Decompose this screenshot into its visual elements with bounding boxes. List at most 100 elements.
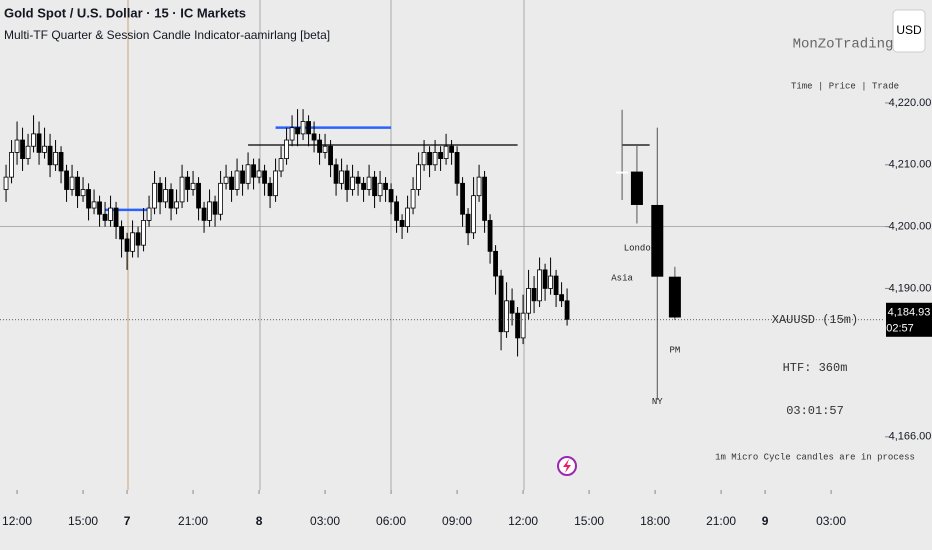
candle-body [102,213,108,221]
indicator-name: Multi-TF Quarter & Session Candle Indica… [4,28,330,42]
candle-body [240,170,245,184]
x-tick-label: 9 [762,514,769,528]
candle-body [273,170,278,197]
candle-body [229,176,234,190]
candle-body [405,207,410,228]
x-tick-label: 03:00 [816,514,846,528]
panel-menu[interactable]: Time | Price | Trade [791,81,899,91]
x-tick-label: 12:00 [2,514,32,528]
candle-body [498,275,504,333]
candle-body [152,182,157,209]
candle-body [174,201,179,209]
x-tick-label: 03:00 [310,514,340,528]
candle-body [361,182,366,190]
candle-body [86,189,91,209]
candle-body [201,207,207,221]
chart-title: Gold Spot / U.S. Dollar · 15 · IC Market… [4,5,246,20]
x-tick-label: 18:00 [640,514,670,528]
countdown-label: 02:57 [886,323,914,335]
candle-body [295,127,300,135]
candle-body [553,275,559,296]
candle-body [350,176,355,190]
currency-button[interactable] [892,9,926,53]
candle-body [75,176,80,197]
candle-body [185,176,190,190]
candle-body [251,164,256,178]
status-label: 1m Micro Cycle candles are in process [715,452,915,462]
candle-body [460,182,465,215]
candle-body [317,139,322,153]
candle-body [124,238,130,252]
candle-body [355,176,361,184]
candle-body [163,189,168,203]
y-tick-label: 4,220.00 [889,97,932,109]
candle-body [306,121,311,135]
candle-body [383,182,388,190]
candle-body [465,213,471,234]
alert-icon[interactable] [557,456,577,476]
candle-body [515,312,520,339]
candle-body [130,232,135,252]
candle-body [141,220,146,246]
session-body [630,171,643,205]
candle-body [97,201,102,215]
y-tick-label: 4,190.00 [889,282,932,294]
x-tick-label: 15:00 [68,514,98,528]
candle-body [212,201,218,215]
candle-body [14,139,20,153]
session-label: PM [669,345,680,355]
candle-body [394,201,399,221]
candle-body [91,201,97,209]
candle-body [333,164,339,184]
candle-body [262,170,267,184]
candle-body [289,127,295,141]
brand: MonZoTrading [793,37,894,53]
candle-body [509,300,515,314]
candle-body [157,182,163,203]
candle-body [454,152,460,184]
candle-body [564,300,570,320]
candle-body [438,152,443,159]
y-tick-label: 4,210.00 [889,159,932,171]
x-tick-label: 15:00 [574,514,604,528]
x-tick-label: 8 [256,514,263,528]
alert-bolt[interactable] [563,459,571,473]
session-body [651,204,664,277]
candle-body [366,176,372,190]
candle-body [339,170,344,184]
htf-label: HTF: 360m [783,361,848,375]
candle-body [179,176,185,203]
y-tick-label: 4,166.00 [889,431,932,443]
candle-body [135,232,141,246]
candle-body [113,207,119,228]
candle-body [537,269,542,302]
candle-body [300,121,306,135]
candle-body [3,176,9,190]
candle-body [234,170,240,190]
candle-body [471,195,476,234]
candle-body [559,294,564,302]
candle-body [108,207,113,221]
candle-body [427,152,432,166]
candle-body [311,133,317,141]
candle-body [64,170,69,190]
candle-body [388,189,394,203]
candle-body [432,152,438,166]
candle-body [322,145,328,153]
candle-body [520,312,526,339]
candle-body [531,288,537,302]
timer-label: 03:01:57 [786,404,844,418]
candle-body [245,164,251,184]
candle-body [542,269,548,289]
candle-body [25,145,31,159]
session-label: NY [652,397,663,407]
candle-body [58,152,64,172]
candle-body [416,164,421,190]
candle-body [377,182,383,197]
plot-layer: Asia London NY PM [0,109,885,407]
candle-body [284,139,289,159]
candle-body [443,145,449,159]
grid-layer [127,0,525,490]
